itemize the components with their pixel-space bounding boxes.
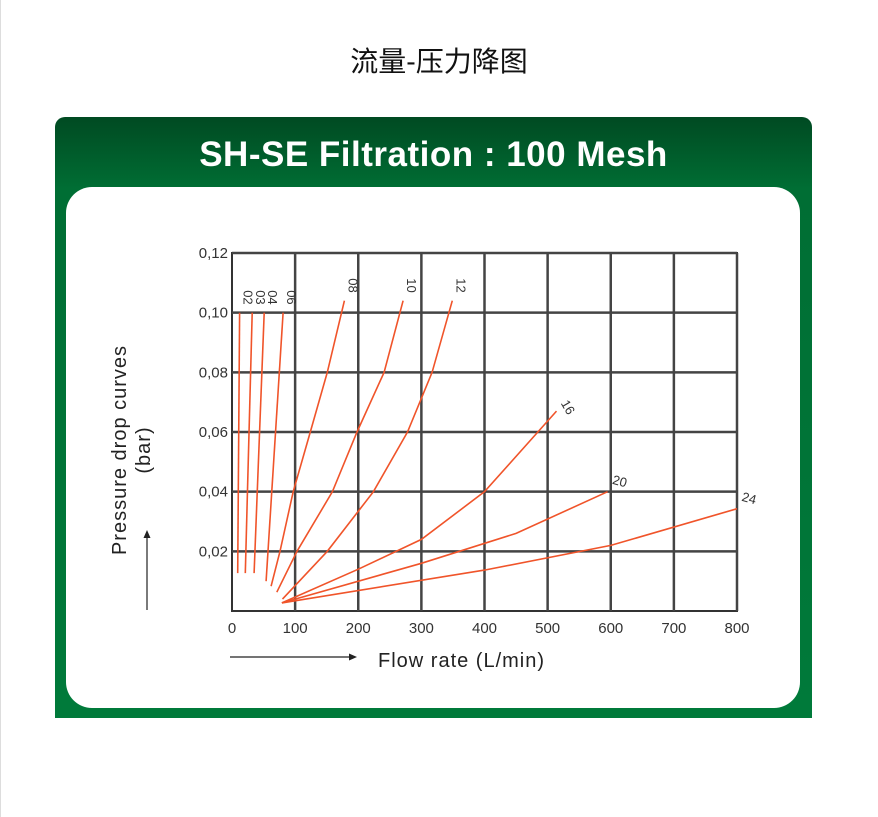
curve-label: 06 (284, 290, 299, 304)
curve-label: 16 (558, 397, 578, 417)
curve-label: 08 (345, 278, 360, 292)
curve-label: 24 (740, 489, 758, 507)
chart-frame: SH-SE Filtration : 100 Mesh (55, 117, 812, 718)
curve-06 (265, 312, 284, 582)
curve-16 (281, 410, 558, 604)
y-tick-label: 0,04 (199, 484, 228, 501)
curve-12 (281, 300, 454, 600)
curve-10 (276, 300, 404, 593)
curve-label: 02 (241, 290, 256, 304)
x-tick-label: 800 (724, 620, 749, 637)
curve-label: 12 (453, 278, 468, 292)
curve-08 (270, 300, 346, 587)
y-tick-label: 0,08 (199, 364, 228, 381)
x-tick-label: 700 (661, 620, 686, 637)
curve-label: 04 (265, 290, 280, 304)
curve-04 (253, 312, 265, 574)
chart-panel (66, 187, 800, 708)
page-edge (0, 0, 1, 817)
curve-label: 20 (611, 472, 629, 490)
curve-20 (281, 490, 608, 604)
x-tick-label: 0 (228, 620, 236, 637)
y-axis-unit: (bar) (133, 426, 155, 473)
x-tick-label: 400 (472, 620, 497, 637)
x-tick-label: 100 (283, 620, 308, 637)
x-tick-label: 200 (346, 620, 371, 637)
x-arrowhead-icon (349, 653, 357, 661)
curve-02 (236, 312, 241, 574)
x-tick-label: 500 (535, 620, 560, 637)
curve-label: 10 (404, 278, 419, 292)
x-tick-label: 600 (598, 620, 623, 637)
y-tick-label: 0,10 (199, 305, 228, 322)
chart-title: SH-SE Filtration : 100 Mesh (199, 135, 668, 174)
y-arrowhead-icon (143, 530, 151, 538)
y-tick-label: 0,12 (199, 245, 228, 262)
curve-24 (281, 507, 738, 604)
page-title: 流量-压力降图 (350, 45, 528, 78)
x-tick-label: 300 (409, 620, 434, 637)
x-axis-label: Flow rate (L/min) (378, 650, 545, 672)
curve-03 (244, 312, 253, 574)
y-tick-label: 0,02 (199, 543, 228, 560)
y-axis-label: Pressure drop curves (109, 345, 131, 555)
y-tick-label: 0,06 (199, 424, 228, 441)
curve-label: 03 (253, 290, 268, 304)
